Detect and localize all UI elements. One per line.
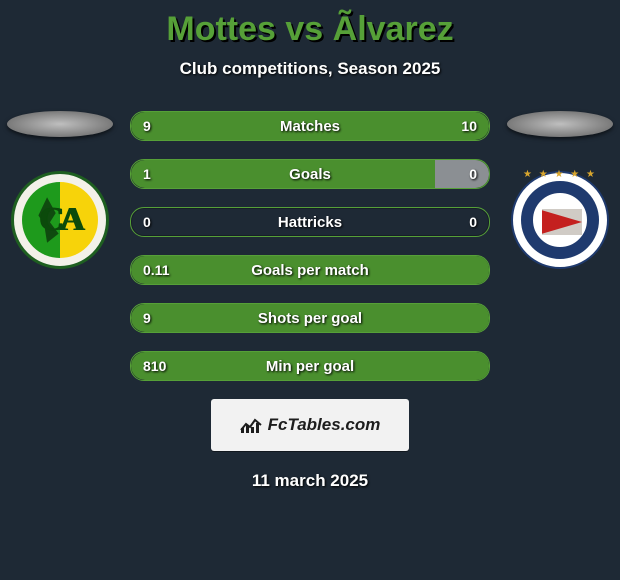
- stat-row: 9Shots per goal: [130, 303, 490, 333]
- player-right-silhouette: [507, 111, 613, 137]
- player-left-silhouette: [7, 111, 113, 137]
- stat-fill-left: [131, 304, 489, 332]
- club-badge-left-monogram: CA: [22, 182, 98, 258]
- stat-fill-left: [131, 352, 489, 380]
- stats-bars: 910Matches 10Goals 0 0Hattricks 0.11Goals pe…: [130, 111, 490, 381]
- player-right-column: ★ ★ ★ ★ ★: [500, 111, 620, 269]
- club-badge-right-stars: ★ ★ ★ ★ ★: [513, 169, 607, 180]
- stat-row: 0 0Hattricks: [130, 207, 490, 237]
- stat-value-left: 0: [143, 208, 151, 236]
- club-badge-left: CA: [11, 171, 109, 269]
- chart-icon: [240, 416, 262, 434]
- stat-row: 810Min per goal: [130, 351, 490, 381]
- stat-fill-left: [131, 256, 489, 284]
- stat-row: 0.11Goals per match: [130, 255, 490, 285]
- club-badge-right: ★ ★ ★ ★ ★: [511, 171, 609, 269]
- page-subtitle: Club competitions, Season 2025: [0, 59, 620, 79]
- stat-fill-right-grey: [435, 160, 489, 188]
- comparison-card: Mottes vs Ãlvarez Club competitions, Sea…: [0, 0, 620, 580]
- stat-fill-left: [131, 112, 299, 140]
- attribution-badge: FcTables.com: [211, 399, 409, 451]
- page-title: Mottes vs Ãlvarez: [0, 0, 620, 49]
- content-area: CA ★ ★ ★ ★ ★ 910Matches 10Goals 0 0Hattrick…: [0, 111, 620, 491]
- stat-row: 10Goals: [130, 159, 490, 189]
- attribution-text: FcTables.com: [268, 415, 381, 435]
- stat-label: Hattricks: [131, 208, 489, 236]
- stat-fill-right: [299, 112, 489, 140]
- stat-row: 910Matches: [130, 111, 490, 141]
- footer-date: 11 march 2025: [0, 471, 620, 491]
- player-left-column: CA: [0, 111, 120, 269]
- stat-value-right: 0: [469, 208, 477, 236]
